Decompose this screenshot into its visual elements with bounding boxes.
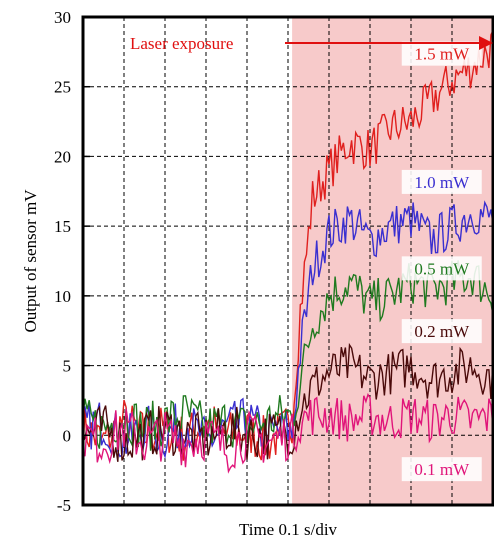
y-tick-label: -5 [57,496,71,515]
y-tick-label: 5 [63,357,72,376]
y-tick-label: 30 [54,8,71,27]
y-tick-label: 15 [54,217,71,236]
series-label-background [401,457,482,482]
y-tick-label: 20 [54,147,71,166]
exposure-arrow-head [479,36,493,50]
y-tick-labels: 30 25 20 15 10 5 0 -5 [54,8,90,515]
y-tick-label: 0 [63,426,72,445]
series-label-background [401,319,482,344]
x-axis-label: Time 0.1 s/div [239,520,338,539]
series-label: 0.1 mW [414,460,470,479]
y-tick-label: 25 [54,78,71,97]
y-axis-label: Output of sensor mV [21,189,40,333]
series-label: 1.5 mW [414,45,470,64]
series-label-layer: 1.5 mW 1.0 mW 0.5 mW 0.2 mW 0.1 mW [401,41,482,482]
series-label-background [401,256,482,281]
plot-frame [81,15,494,507]
series-label: 0.5 mW [414,259,470,278]
series-label: 0.2 mW [414,322,470,341]
series-label-background [401,169,482,194]
series-label-background [401,41,482,66]
y-tick-label: 10 [54,287,71,306]
exposure-annotation: Laser exposure [130,34,493,53]
series-layer [82,30,494,474]
series-line [82,392,494,474]
series-label: 1.0 mW [414,173,470,192]
exposure-label: Laser exposure [130,34,233,53]
